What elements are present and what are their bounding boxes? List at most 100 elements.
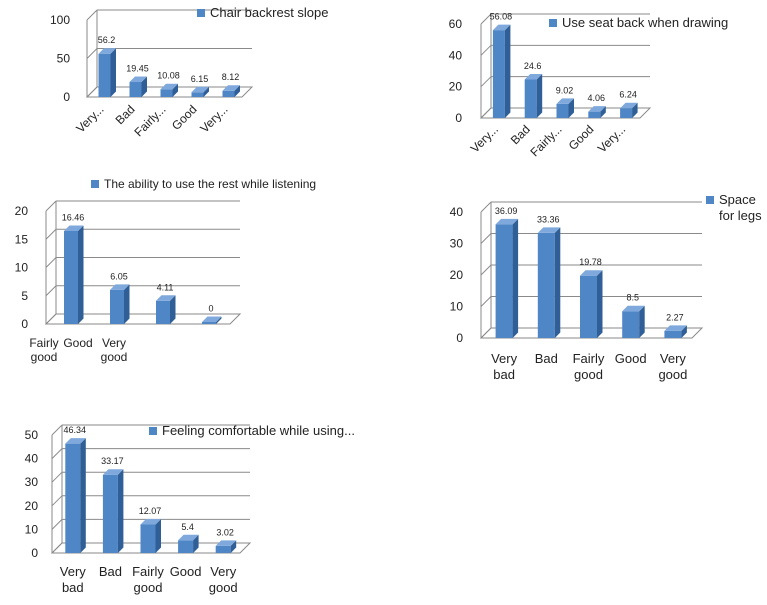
- bar-front: [140, 524, 156, 553]
- bar: [215, 540, 237, 553]
- y-tick-label: 20: [450, 268, 464, 282]
- bar-side: [110, 48, 116, 97]
- bar-top: [191, 86, 209, 93]
- y-tick-label: 50: [25, 428, 39, 442]
- category-label: Very...: [73, 102, 106, 135]
- bar-front: [178, 540, 194, 553]
- bar: [156, 295, 176, 324]
- y-tick-label: 30: [450, 237, 464, 251]
- y-tick-label: 40: [25, 452, 39, 466]
- bar: [178, 534, 199, 553]
- gridline-depth: [51, 448, 63, 459]
- bar-front: [664, 330, 682, 338]
- category-label: Fairly...: [132, 102, 169, 139]
- y-tick-label: 20: [449, 80, 463, 94]
- data-label: 56.2: [98, 35, 116, 45]
- bar-side: [600, 106, 606, 118]
- gridline-depth: [51, 519, 63, 530]
- bar: [102, 469, 124, 553]
- y-tick-label: 10: [15, 261, 29, 275]
- category-label: Good: [169, 102, 200, 133]
- bar-side: [170, 295, 176, 324]
- y-tick-label: 0: [21, 317, 28, 331]
- bar-top: [160, 83, 178, 90]
- y-tick-label: 40: [450, 205, 464, 219]
- bar-side: [193, 534, 199, 553]
- bar: [495, 218, 519, 338]
- data-label: 8.5: [626, 293, 639, 303]
- data-label: 3.02: [216, 527, 234, 537]
- bar-side: [124, 284, 130, 324]
- bar-top: [215, 540, 237, 546]
- data-label: 6.05: [110, 271, 128, 281]
- bar-top: [495, 218, 519, 225]
- bar-front: [620, 108, 633, 118]
- floor: [479, 327, 704, 339]
- gridline-depth: [480, 296, 492, 307]
- chart-1: 0 50 100 56.2 Very... 19.45 Bad 10.08 Fairly... 6…: [50, 5, 329, 139]
- legend-swatch: [549, 19, 557, 27]
- category-label: Very good: [658, 351, 687, 382]
- y-tick-label: 60: [449, 17, 463, 31]
- gridline-depth: [86, 9, 98, 21]
- bar-top: [202, 316, 222, 322]
- category-label: Bad: [535, 351, 558, 366]
- data-label: 33.36: [537, 214, 560, 224]
- floor: [479, 107, 652, 119]
- bar-side: [141, 76, 147, 97]
- floor: [50, 542, 252, 554]
- bar: [492, 24, 511, 118]
- bar-front: [588, 111, 601, 118]
- y-tick-label: 40: [449, 48, 463, 62]
- legend-label: Feeling comfortable while using...: [162, 423, 355, 438]
- data-label: 6.15: [191, 74, 209, 84]
- legend: Use seat back when drawing: [549, 15, 728, 30]
- category-label: Very good: [101, 336, 128, 364]
- bar: [191, 86, 209, 97]
- bar-front: [64, 231, 78, 324]
- data-label: 4.06: [588, 93, 606, 103]
- data-label: 4.11: [157, 282, 174, 292]
- category-label: Good: [615, 351, 647, 366]
- bar: [160, 83, 178, 97]
- bar-side: [536, 73, 543, 118]
- chart-3: 0 5 10 15 20 16.46 Fairly good 6.05 Good 4.11 Very g…: [15, 177, 316, 364]
- bar-top: [64, 225, 84, 232]
- gridline-depth: [51, 495, 63, 507]
- bar-front: [556, 103, 569, 118]
- category-label: Very bad: [60, 564, 87, 595]
- chart-5: 0 10 20 30 40 50 46.34 Very bad 33.17 Bad 12.07 Fair…: [25, 423, 355, 595]
- bar-side: [230, 540, 237, 553]
- data-label: 5.4: [181, 522, 194, 532]
- category-label: Good: [566, 122, 597, 153]
- legend: Chair backrest slope: [197, 5, 329, 20]
- gridline-depth: [480, 201, 492, 213]
- bar: [537, 227, 561, 338]
- bar: [202, 316, 222, 324]
- data-label: 16.46: [62, 213, 85, 223]
- data-label: 33.17: [101, 456, 124, 466]
- bar-top: [129, 76, 147, 83]
- category-label: Fairly good: [29, 336, 58, 364]
- bar-front: [537, 232, 555, 338]
- bar-top: [102, 469, 124, 475]
- bar-front: [222, 90, 235, 97]
- data-label: 9.02: [556, 85, 574, 95]
- bar-side: [512, 218, 519, 338]
- y-tick-label: 50: [57, 52, 71, 66]
- bar-front: [156, 300, 170, 324]
- bar-front: [110, 289, 124, 324]
- bar-side: [216, 316, 222, 324]
- y-tick-label: 20: [15, 204, 29, 218]
- category-label: Very good: [209, 564, 238, 595]
- data-label: 10.08: [157, 71, 180, 81]
- data-label: 36.09: [495, 206, 518, 216]
- data-label: 24.6: [524, 61, 542, 71]
- data-label: 6.24: [619, 90, 637, 100]
- bar-front: [524, 79, 537, 118]
- category-label: Bad: [508, 122, 533, 147]
- gridline-depth: [45, 257, 57, 268]
- bar-top: [140, 519, 161, 525]
- bar: [65, 438, 86, 553]
